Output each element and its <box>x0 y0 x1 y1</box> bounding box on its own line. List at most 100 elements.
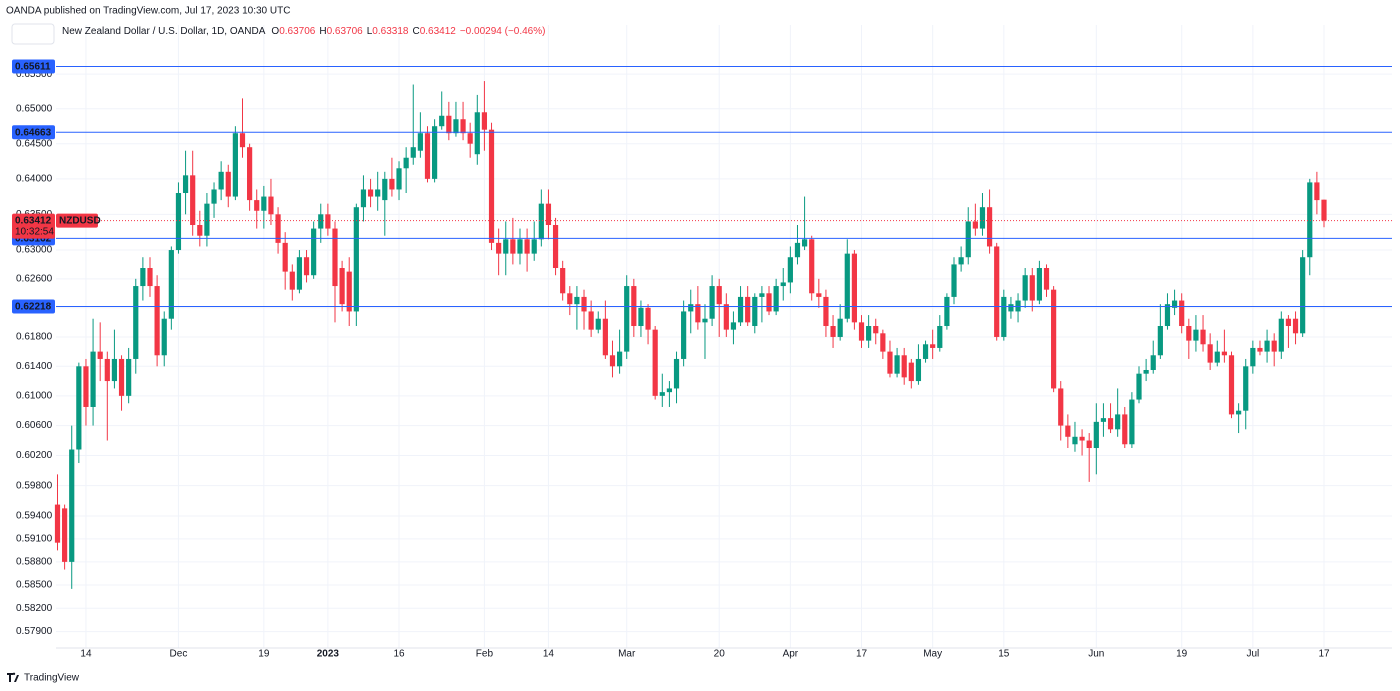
x-tick-label: Feb <box>476 649 494 660</box>
y-tick-label: 0.63000 <box>16 245 53 256</box>
x-tick-label: 2023 <box>317 649 340 660</box>
price-tag-label: 0.65611 <box>15 62 51 73</box>
candle-body <box>446 115 452 134</box>
candle-body <box>1065 425 1071 437</box>
candle-body <box>453 119 459 134</box>
candle-body <box>695 304 701 323</box>
candle-body <box>1150 355 1156 370</box>
ohlc-value: 0.63706 <box>279 26 316 37</box>
candle-body <box>76 366 82 450</box>
candle-body <box>268 196 274 215</box>
price-tag <box>12 125 55 140</box>
ohlc-label: L <box>367 26 373 37</box>
candle-body <box>588 311 594 330</box>
candle-body <box>510 239 516 254</box>
candle-body <box>1008 304 1014 312</box>
candle-body <box>1236 410 1242 415</box>
candle-body <box>467 133 473 144</box>
y-tick-label: 0.61000 <box>16 390 53 401</box>
candle-body <box>1072 436 1078 445</box>
candle-body <box>204 203 210 236</box>
candle-body <box>1157 326 1163 356</box>
candle-body <box>894 355 900 374</box>
candle-body <box>382 178 388 201</box>
candle-body <box>1314 182 1320 201</box>
candle-body <box>303 257 310 276</box>
last-price-value: 0.63412 <box>15 216 52 227</box>
candle-body <box>1221 351 1227 356</box>
candle-body <box>1193 329 1199 341</box>
candle-body <box>225 171 231 197</box>
overlay <box>56 66 1392 307</box>
y-tick-label: 0.61800 <box>16 332 53 343</box>
candle-body <box>111 358 118 382</box>
candle-body <box>1001 296 1007 337</box>
candle-body <box>97 351 103 359</box>
candle-body <box>1051 289 1057 389</box>
candle-body <box>1200 329 1206 345</box>
y-tick-label: 0.59400 <box>16 511 53 522</box>
candle-body <box>652 329 658 396</box>
ohlc-label: H <box>319 26 326 37</box>
y-tick-label: 0.59100 <box>16 534 53 545</box>
candle-body <box>147 268 153 287</box>
candle-body <box>424 133 431 179</box>
candle-body <box>624 286 630 352</box>
candle-body <box>517 239 523 254</box>
symbol-tag <box>56 213 98 228</box>
candle-body <box>915 358 922 382</box>
x-tick-label: Apr <box>783 649 799 660</box>
candle-body <box>439 115 445 127</box>
candle-body <box>979 207 986 229</box>
candle-body <box>410 147 416 158</box>
brand-logo <box>7 672 19 682</box>
x-tick-label: 16 <box>393 649 405 660</box>
candle-body <box>432 126 438 179</box>
y-tick-label: 0.60200 <box>16 450 53 461</box>
candle-body <box>69 449 75 562</box>
price-tag <box>12 299 55 314</box>
candle-body <box>1214 351 1220 363</box>
candle-body <box>1278 318 1284 352</box>
candle-body <box>858 322 865 341</box>
candle-body <box>1143 369 1149 374</box>
y-tick-label: 0.58800 <box>16 557 53 568</box>
candle-body <box>503 239 509 254</box>
x-tick-label: 17 <box>856 649 868 660</box>
candle-body <box>531 239 537 254</box>
candle-body <box>282 242 288 272</box>
price-tag-label: 0.63162 <box>15 234 52 245</box>
candle-body <box>1171 300 1178 308</box>
candle-body <box>688 304 694 312</box>
candle-body <box>851 253 857 323</box>
symbol-box <box>11 23 55 45</box>
candle-body <box>1186 326 1192 341</box>
candle-body <box>773 286 779 312</box>
grid <box>56 25 1392 648</box>
candle-body <box>1321 199 1327 221</box>
candle-body <box>666 388 673 393</box>
candle-body <box>126 358 132 396</box>
ohlc-value: 0.63318 <box>372 26 409 37</box>
candle-body <box>944 296 950 327</box>
candle-body <box>360 189 367 208</box>
countdown: 10:32:54 <box>15 227 54 238</box>
candle-body <box>809 239 815 294</box>
candle-body <box>1107 418 1114 430</box>
y-tick-label: 0.58200 <box>16 603 53 614</box>
candle-body <box>1086 440 1092 449</box>
candle-body <box>766 293 772 312</box>
candle-body <box>844 253 850 319</box>
x-tick-label: Mar <box>618 649 636 660</box>
candle-body <box>745 296 751 323</box>
candle-body <box>1129 399 1135 445</box>
candle-body <box>873 326 879 334</box>
x-tick-label: Dec <box>170 649 188 660</box>
candle-body <box>1122 414 1128 445</box>
candle-body <box>118 358 125 396</box>
price-tag-label: 0.62218 <box>15 302 52 313</box>
x-tick-label: 19 <box>258 649 270 660</box>
candle-body <box>716 286 722 305</box>
candle-body <box>403 157 409 169</box>
